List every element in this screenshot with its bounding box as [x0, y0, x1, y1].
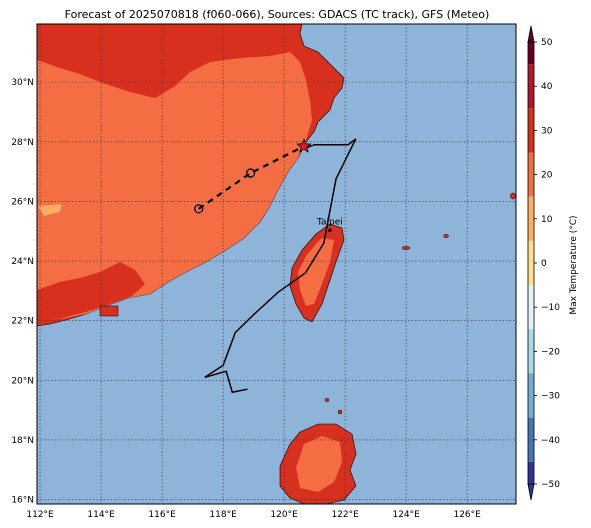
- map-frame: [36, 23, 517, 505]
- figure-title: Forecast of 2025070818 (f060-066), Sourc…: [65, 8, 490, 21]
- lon-tick-label: 124°E: [392, 510, 420, 520]
- colorbar-tick-label: −10: [541, 303, 560, 313]
- lon-tick-label: 126°E: [453, 510, 481, 520]
- mainland-hot-patch-north: [150, 26, 200, 52]
- colorbar-tick-label: −40: [541, 436, 560, 446]
- longitude-ticks: 112°E 114°E 116°E 118°E 120°E 122°E 124°E 126°E: [26, 510, 481, 520]
- hainan-dongsha-island: [99, 305, 119, 317]
- mainland-light-patch: [38, 204, 62, 216]
- gridlines: [37, 24, 516, 504]
- lat-tick-label: 30°N: [11, 78, 34, 88]
- lat-tick-label: 22°N: [11, 317, 34, 327]
- islet: [324, 398, 330, 402]
- latitude-ticks: 16°N 18°N 20°N 22°N 24°N 26°N 28°N 30°N: [11, 78, 34, 505]
- lat-tick-label: 28°N: [11, 138, 34, 148]
- colorbar-tick-label: 50: [541, 38, 553, 48]
- lon-tick-label: 120°E: [270, 510, 298, 520]
- lon-tick-label: 118°E: [209, 510, 237, 520]
- lon-tick-label: 122°E: [331, 510, 359, 520]
- luzon-warm-region: [296, 436, 342, 492]
- taipei-marker: [328, 228, 332, 233]
- forecast-position-marker: [245, 168, 256, 178]
- colorbar-tick-label: 40: [541, 82, 553, 92]
- colorbar-band: [528, 417, 534, 462]
- colorbar-tick-label: 0: [541, 259, 547, 269]
- mainland-hot-patch-south: [37, 262, 145, 322]
- ryukyu-island: [510, 192, 516, 200]
- mainland-warm-region: [37, 52, 312, 322]
- colorbar-tick-label: 20: [541, 171, 553, 181]
- ryukyu-island: [443, 234, 449, 238]
- colorbar-min-extend: [527, 483, 535, 501]
- lon-tick-label: 112°E: [26, 510, 54, 520]
- colorbar-tick-label: −20: [541, 347, 560, 357]
- lat-tick-label: 24°N: [11, 257, 34, 267]
- observed-track: [204, 138, 357, 394]
- current-position-star-icon: [296, 138, 312, 153]
- map-area: Taipei: [37, 24, 516, 504]
- colorbar-label: Max Temperature (°C): [569, 215, 579, 314]
- forecast-position-marker: [194, 204, 204, 214]
- lat-tick-label: 26°N: [11, 197, 34, 207]
- taipei-label: Taipei: [316, 217, 343, 227]
- lat-tick-label: 16°N: [11, 496, 34, 506]
- taiwan-warm-region: [298, 238, 334, 306]
- lat-tick-label: 18°N: [11, 436, 34, 446]
- colorbar-band: [528, 329, 534, 374]
- lon-tick-label: 116°E: [148, 510, 176, 520]
- colorbar-tick-label: −50: [541, 480, 560, 490]
- colorbar-band: [528, 240, 534, 286]
- colorbar-tick-label: 30: [541, 126, 553, 136]
- colorbar-band: [528, 196, 534, 241]
- colorbar-band: [528, 42, 534, 65]
- colorbar-band: [528, 64, 534, 109]
- colorbar-band: [528, 461, 534, 484]
- colorbar-max-extend: [527, 25, 535, 43]
- colorbar-band: [528, 152, 534, 197]
- colorbar-tick-label: 10: [541, 215, 553, 225]
- colorbar-tick-label: −30: [541, 392, 560, 402]
- colorbar-band: [528, 285, 534, 330]
- colorbar: 50 40 30 20 10 0 −10 −20 −30 −40 −50 Max Temperatu…: [527, 25, 579, 501]
- lat-tick-label: 20°N: [11, 376, 34, 386]
- colorbar-band: [528, 108, 534, 153]
- colorbar-band: [528, 373, 534, 418]
- islet: [337, 409, 343, 415]
- lon-tick-label: 114°E: [87, 510, 115, 520]
- forecast-track: [198, 145, 305, 210]
